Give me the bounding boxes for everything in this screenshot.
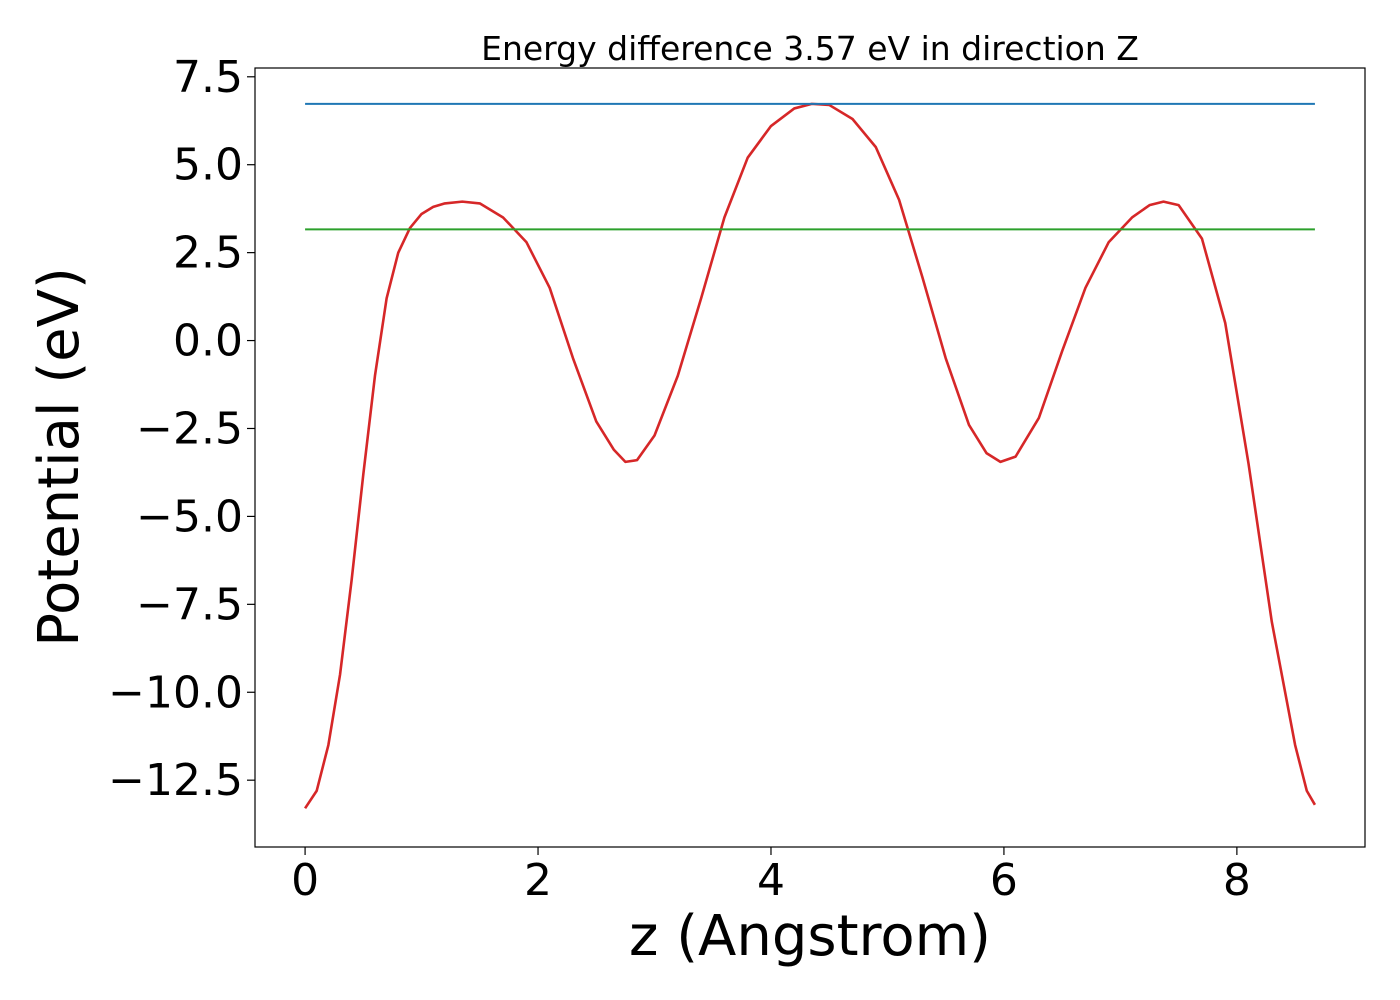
y-tick-label: 0.0 [173,316,243,367]
y-tick-label: 7.5 [173,52,243,103]
x-axis-label: z (Angstrom) [629,904,991,969]
series-layer [303,102,1317,810]
x-tick-label: 4 [757,855,785,906]
chart-title: Energy difference 3.57 eV in direction Z [481,29,1139,68]
y-axis-label: Potential (eV) [27,267,92,647]
x-tick-label: 0 [291,855,319,906]
y-tick-label: −7.5 [136,579,243,630]
y-tick-label: −12.5 [108,755,243,806]
y-tick-label: 2.5 [173,228,243,279]
x-tick-label: 2 [524,855,552,906]
y-tick-label: −2.5 [136,403,243,454]
y-tick-label: 5.0 [173,140,243,191]
series-line-1 [303,102,1317,810]
x-tick-label: 6 [990,855,1018,906]
ticks-layer: 0 2 4 6 8 7.5 5.0 2.5 0.0 −2.5 −5.0 −7.5 −10.0 −12.5 [108,52,1251,906]
y-tick-label: −10.0 [108,667,243,718]
x-tick-label: 8 [1223,855,1251,906]
y-tick-label: −5.0 [136,491,243,542]
plot-frame [254,67,1366,848]
